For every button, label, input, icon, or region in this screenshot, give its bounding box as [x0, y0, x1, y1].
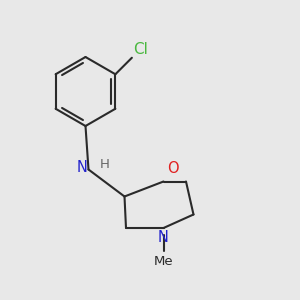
Text: H: H	[100, 158, 110, 171]
Text: Me: Me	[154, 255, 173, 268]
Text: O: O	[167, 161, 179, 176]
Text: N: N	[76, 160, 87, 175]
Text: Cl: Cl	[134, 42, 148, 57]
Text: N: N	[158, 230, 169, 244]
